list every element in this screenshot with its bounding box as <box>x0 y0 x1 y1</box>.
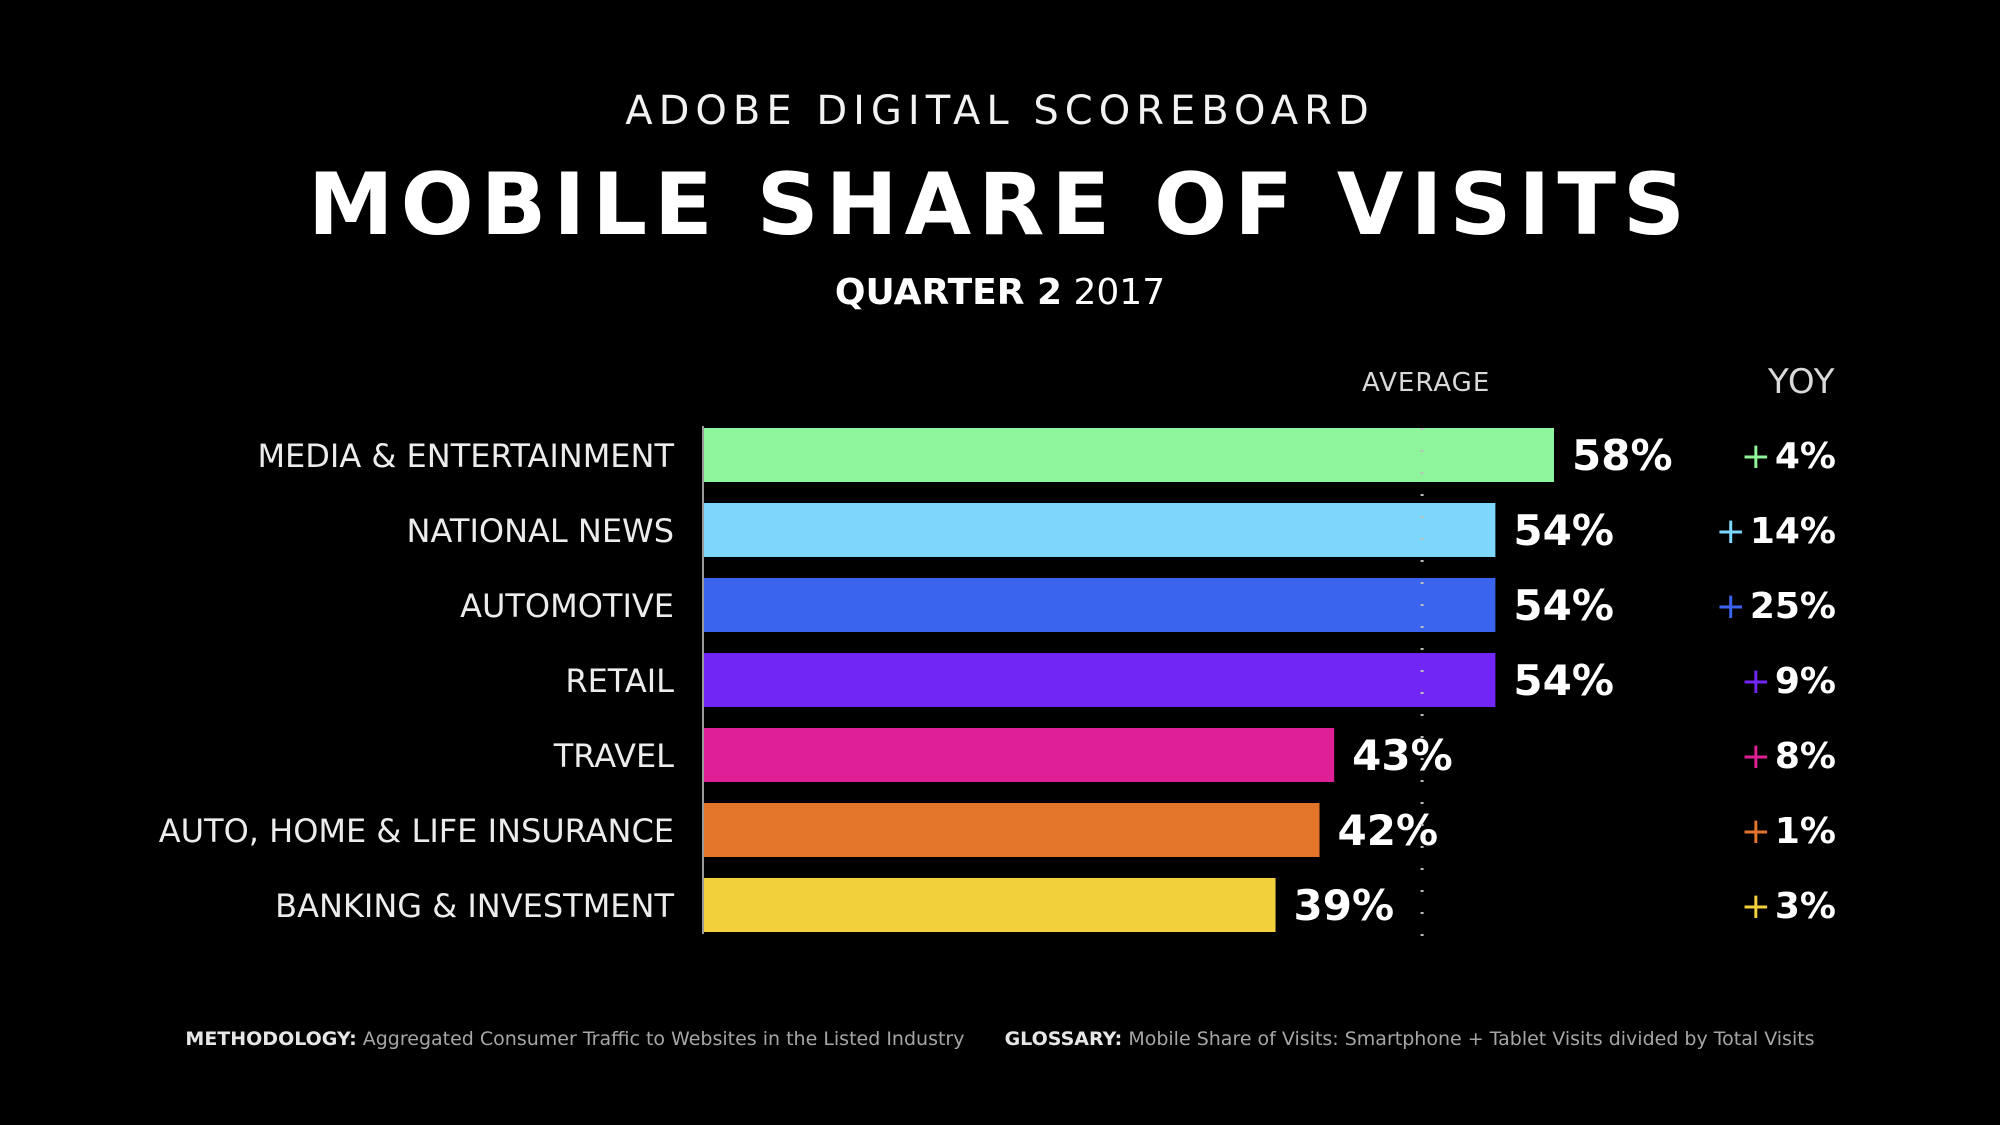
methodology-label: METHODOLOGY: <box>185 1028 357 1050</box>
bar <box>704 728 1335 782</box>
chart-title: MOBILE SHARE OF VISITS <box>308 155 1692 255</box>
category-label: NATIONAL NEWS <box>407 512 674 550</box>
yoy-label: +3% <box>1741 886 1836 927</box>
bar <box>704 428 1554 482</box>
yoy-label: +25% <box>1716 586 1836 627</box>
yoy-column-header: YOY <box>1768 362 1836 402</box>
quarter-label: QUARTER 2 <box>834 272 1063 313</box>
bar <box>704 578 1496 632</box>
yoy-label: +1% <box>1741 811 1836 852</box>
value-label: 54% <box>1513 506 1614 555</box>
chart-subtitle: QUARTER 2 2017 <box>0 272 2000 313</box>
yoy-label: +9% <box>1741 661 1836 702</box>
value-label: 43% <box>1352 731 1453 780</box>
value-label: 58% <box>1572 431 1673 480</box>
category-label: BANKING & INVESTMENT <box>275 887 674 925</box>
bar <box>704 503 1496 557</box>
yoy-label: +8% <box>1741 736 1836 777</box>
value-label: 39% <box>1294 881 1395 930</box>
year-label: 2017 <box>1073 272 1166 313</box>
value-label: 54% <box>1513 581 1614 630</box>
yoy-label: +4% <box>1741 436 1836 477</box>
glossary-label: GLOSSARY: <box>1004 1028 1123 1050</box>
supertitle: ADOBE DIGITAL SCOREBOARD <box>625 88 1375 134</box>
category-label: AUTOMOTIVE <box>460 587 674 625</box>
bar <box>704 803 1320 857</box>
category-label: RETAIL <box>565 662 674 700</box>
category-label: AUTO, HOME & LIFE INSURANCE <box>159 812 674 850</box>
category-label: TRAVEL <box>553 737 674 775</box>
yoy-label: +14% <box>1716 511 1836 552</box>
average-column-header: AVERAGE <box>1362 368 1491 398</box>
bar <box>704 653 1496 707</box>
footer-notes: METHODOLOGY: Aggregated Consumer Traffic… <box>0 1028 2000 1050</box>
bar <box>704 878 1276 932</box>
value-label: 54% <box>1513 656 1614 705</box>
methodology-text: Aggregated Consumer Traffic to Websites … <box>362 1028 965 1050</box>
glossary-text: Mobile Share of Visits: Smartphone + Tab… <box>1128 1028 1815 1050</box>
category-label: MEDIA & ENTERTAINMENT <box>257 437 674 475</box>
